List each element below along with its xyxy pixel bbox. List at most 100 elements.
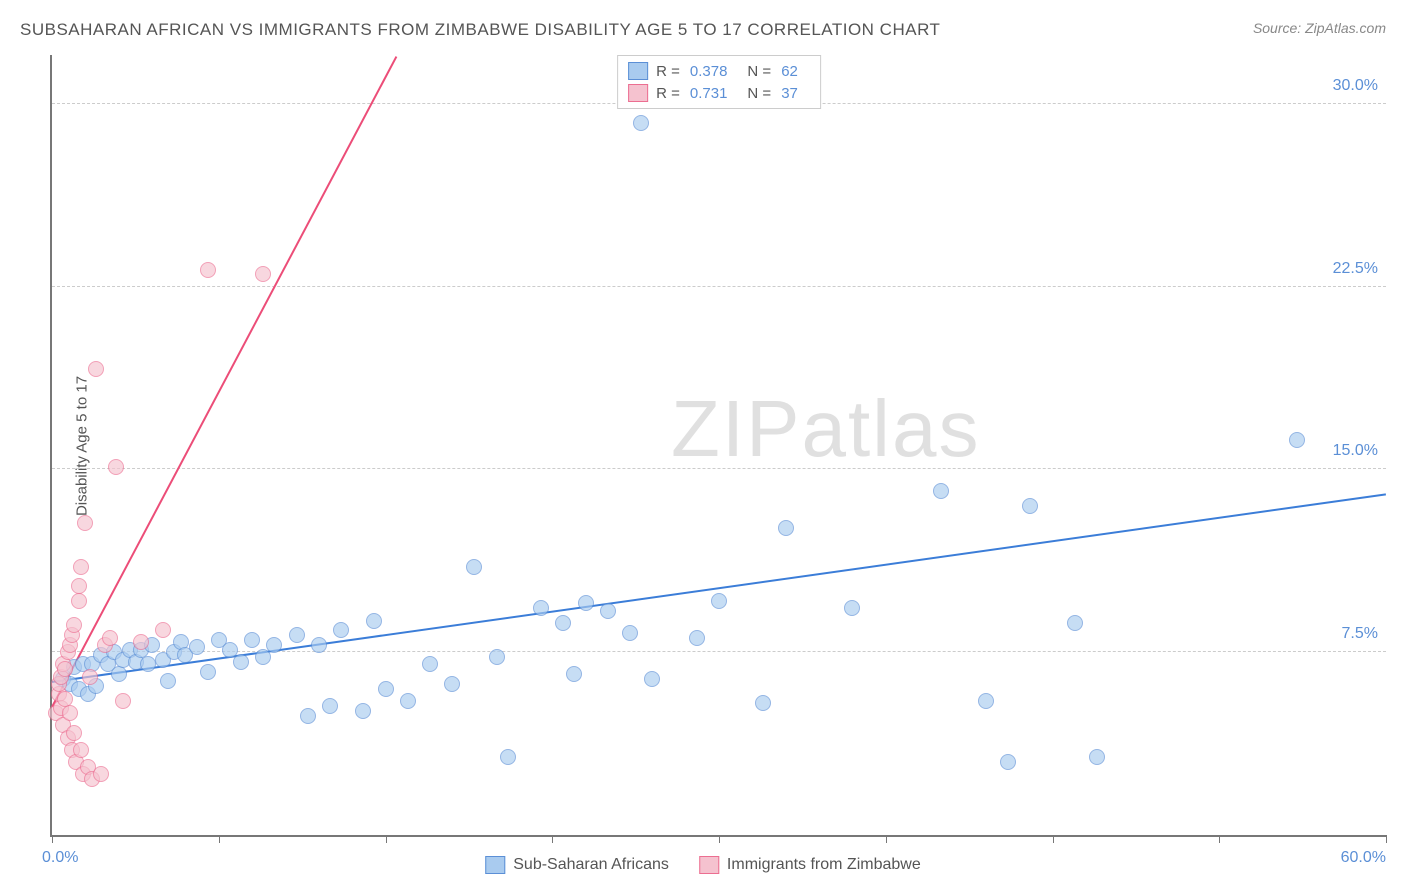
chart-source: Source: ZipAtlas.com xyxy=(1253,20,1386,36)
data-point xyxy=(444,676,460,692)
x-axis-max-label: 60.0% xyxy=(1341,849,1386,867)
data-point xyxy=(73,559,89,575)
legend-swatch-blue xyxy=(628,62,648,80)
gridline xyxy=(52,286,1386,287)
data-point xyxy=(255,266,271,282)
data-point xyxy=(422,656,438,672)
legend-label-1: Sub-Saharan Africans xyxy=(513,856,669,874)
r-value-2: 0.731 xyxy=(690,85,728,102)
data-point xyxy=(333,622,349,638)
data-point xyxy=(189,639,205,655)
data-point xyxy=(400,693,416,709)
x-tick xyxy=(1386,835,1387,843)
data-point xyxy=(755,695,771,711)
data-point xyxy=(88,361,104,377)
n-label: N = xyxy=(747,85,771,102)
n-value-2: 37 xyxy=(781,85,798,102)
data-point xyxy=(233,654,249,670)
data-point xyxy=(466,559,482,575)
data-point xyxy=(355,703,371,719)
data-point xyxy=(200,262,216,278)
data-point xyxy=(378,681,394,697)
legend-row-series-2: R = 0.731 N = 37 xyxy=(628,82,810,104)
data-point xyxy=(82,669,98,685)
data-point xyxy=(160,673,176,689)
n-label: N = xyxy=(747,63,771,80)
data-point xyxy=(689,630,705,646)
x-tick xyxy=(719,835,720,843)
y-tick-label: 7.5% xyxy=(1342,625,1378,643)
data-point xyxy=(300,708,316,724)
data-point xyxy=(108,459,124,475)
data-point xyxy=(578,595,594,611)
data-point xyxy=(57,691,73,707)
data-point xyxy=(500,749,516,765)
data-point xyxy=(844,600,860,616)
x-tick xyxy=(386,835,387,843)
y-tick-label: 22.5% xyxy=(1333,260,1378,278)
x-tick xyxy=(552,835,553,843)
data-point xyxy=(200,664,216,680)
x-tick xyxy=(886,835,887,843)
legend-series: Sub-Saharan Africans Immigrants from Zim… xyxy=(485,856,920,874)
x-axis-min-label: 0.0% xyxy=(42,849,78,867)
x-tick xyxy=(1053,835,1054,843)
chart-container: SUBSAHARAN AFRICAN VS IMMIGRANTS FROM ZI… xyxy=(0,0,1406,892)
data-point xyxy=(102,630,118,646)
data-point xyxy=(66,617,82,633)
data-point xyxy=(311,637,327,653)
data-point xyxy=(1067,615,1083,631)
r-label: R = xyxy=(656,63,680,80)
data-point xyxy=(71,578,87,594)
legend-correlation-box: R = 0.378 N = 62 R = 0.731 N = 37 xyxy=(617,55,821,109)
data-point xyxy=(533,600,549,616)
trendline xyxy=(52,494,1386,684)
r-label: R = xyxy=(656,85,680,102)
data-point xyxy=(1000,754,1016,770)
data-point xyxy=(778,520,794,536)
y-tick-label: 15.0% xyxy=(1333,442,1378,460)
x-tick xyxy=(1219,835,1220,843)
legend-swatch-pink xyxy=(699,856,719,874)
chart-title: SUBSAHARAN AFRICAN VS IMMIGRANTS FROM ZI… xyxy=(20,20,940,40)
data-point xyxy=(566,666,582,682)
data-point xyxy=(489,649,505,665)
data-point xyxy=(57,661,73,677)
legend-row-series-1: R = 0.378 N = 62 xyxy=(628,60,810,82)
data-point xyxy=(111,666,127,682)
legend-swatch-pink xyxy=(628,84,648,102)
data-point xyxy=(244,632,260,648)
y-tick-label: 30.0% xyxy=(1333,77,1378,95)
data-point xyxy=(115,693,131,709)
legend-label-2: Immigrants from Zimbabwe xyxy=(727,856,921,874)
data-point xyxy=(66,725,82,741)
data-point xyxy=(600,603,616,619)
n-value-1: 62 xyxy=(781,63,798,80)
data-point xyxy=(62,705,78,721)
data-point xyxy=(77,515,93,531)
legend-item-1: Sub-Saharan Africans xyxy=(485,856,669,874)
data-point xyxy=(140,656,156,672)
data-point xyxy=(266,637,282,653)
data-point xyxy=(633,115,649,131)
data-point xyxy=(711,593,727,609)
data-point xyxy=(93,766,109,782)
legend-item-2: Immigrants from Zimbabwe xyxy=(699,856,921,874)
r-value-1: 0.378 xyxy=(690,63,728,80)
data-point xyxy=(555,615,571,631)
data-point xyxy=(289,627,305,643)
data-point xyxy=(322,698,338,714)
data-point xyxy=(73,742,89,758)
gridline xyxy=(52,468,1386,469)
data-point xyxy=(71,593,87,609)
legend-swatch-blue xyxy=(485,856,505,874)
data-point xyxy=(1022,498,1038,514)
data-point xyxy=(1289,432,1305,448)
data-point xyxy=(133,634,149,650)
data-point xyxy=(933,483,949,499)
trendline xyxy=(51,56,397,708)
data-point xyxy=(978,693,994,709)
x-tick xyxy=(219,835,220,843)
x-tick xyxy=(52,835,53,843)
watermark: ZIPatlas xyxy=(671,383,980,475)
